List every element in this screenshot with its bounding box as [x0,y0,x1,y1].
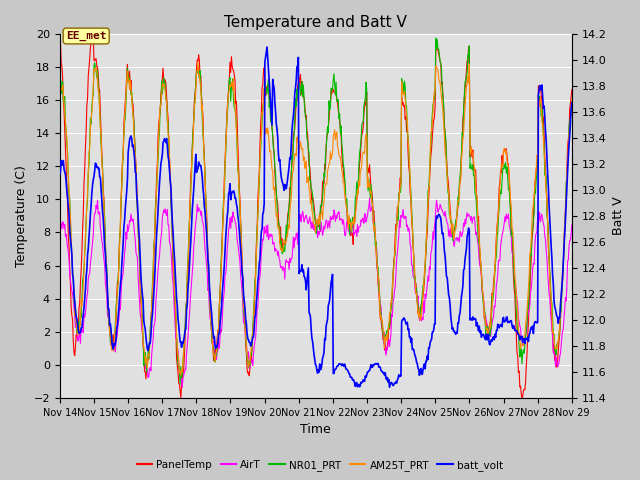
Legend: PanelTemp, AirT, NR01_PRT, AM25T_PRT, batt_volt: PanelTemp, AirT, NR01_PRT, AM25T_PRT, ba… [132,456,508,475]
Text: EE_met: EE_met [66,31,106,41]
Title: Temperature and Batt V: Temperature and Batt V [225,15,407,30]
X-axis label: Time: Time [300,423,331,436]
Y-axis label: Batt V: Batt V [612,197,625,235]
Y-axis label: Temperature (C): Temperature (C) [15,165,28,267]
